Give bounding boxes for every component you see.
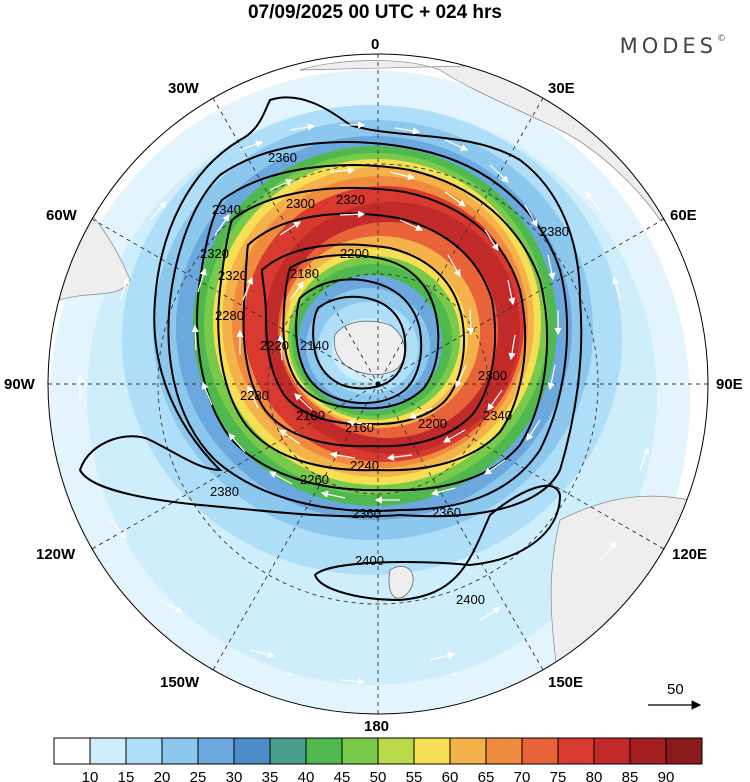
colorbar-swatch bbox=[665, 737, 703, 765]
colorbar-swatch bbox=[305, 737, 343, 765]
colorbar-tick-label: 85 bbox=[622, 769, 639, 782]
contour-label: 2360 bbox=[352, 506, 381, 521]
contour-2320 bbox=[217, 186, 527, 472]
lon-label-90e: 90E bbox=[716, 376, 743, 393]
colorbar-swatch bbox=[485, 737, 523, 765]
contour-label: 2380 bbox=[210, 484, 239, 499]
colorbar-swatch bbox=[449, 737, 487, 765]
colorbar-tick-label: 45 bbox=[334, 769, 351, 782]
contour-label: 2340 bbox=[483, 408, 512, 423]
colorbar-tick-label: 15 bbox=[118, 769, 135, 782]
colorbar-tick-label: 50 bbox=[370, 769, 387, 782]
contour-label: 2180 bbox=[296, 408, 325, 423]
contour-label: 2220 bbox=[260, 338, 289, 353]
contour-label: 2300 bbox=[286, 196, 315, 211]
colorbar-swatch bbox=[521, 737, 559, 765]
colorbar-tick-label: 30 bbox=[226, 769, 243, 782]
lon-label-120w: 120W bbox=[36, 546, 76, 563]
colorbar-swatch bbox=[557, 737, 595, 765]
contour-2160 bbox=[295, 278, 423, 405]
colorbar-swatch bbox=[413, 737, 451, 765]
brand-logo: MODES© bbox=[619, 34, 726, 58]
reference-vector-label: 50 bbox=[667, 681, 684, 698]
contour-label: 2200 bbox=[340, 246, 369, 261]
contour-label: 2320 bbox=[200, 246, 229, 261]
colorbar-tick-label: 55 bbox=[406, 769, 423, 782]
contour-label: 2340 bbox=[212, 202, 241, 217]
map-frame bbox=[47, 53, 709, 715]
contour-label: 2400 bbox=[355, 553, 384, 568]
colorbar-tick-label: 20 bbox=[154, 769, 171, 782]
contour-label: 2320 bbox=[218, 268, 247, 283]
colorbar-tick-label: 40 bbox=[298, 769, 315, 782]
colorbar-swatch bbox=[341, 737, 379, 765]
contour-2240 bbox=[260, 243, 465, 426]
colorbar-tick-label: 90 bbox=[658, 769, 675, 782]
colorbar-swatch bbox=[377, 737, 415, 765]
colorbar-swatch bbox=[593, 737, 631, 765]
colorbar-tick-label: 25 bbox=[190, 769, 207, 782]
contour-label: 2380 bbox=[540, 224, 569, 239]
colorbar-tick-label: 60 bbox=[442, 769, 459, 782]
contour-label: 2260 bbox=[300, 472, 329, 487]
colorbar-swatch bbox=[233, 737, 271, 765]
contour-2360 bbox=[167, 141, 568, 512]
colorbar-swatch bbox=[161, 737, 199, 765]
contour-label: 2320 bbox=[336, 192, 365, 207]
colorbar-tick-label: 75 bbox=[550, 769, 567, 782]
colorbar-swatch bbox=[53, 737, 91, 765]
lon-label-60e: 60E bbox=[670, 207, 697, 224]
contour-label: 2280 bbox=[240, 388, 269, 403]
colorbar-swatch bbox=[629, 737, 667, 765]
map-title: 07/09/2025 00 UTC + 024 hrs bbox=[247, 2, 503, 23]
colorbar-tick-label: 80 bbox=[586, 769, 603, 782]
wind-vectors bbox=[76, 121, 650, 686]
colorbar-swatch bbox=[269, 737, 307, 765]
landmass-islands bbox=[388, 565, 414, 599]
contour-2400-south bbox=[313, 484, 562, 602]
colorbar-swatch bbox=[125, 737, 163, 765]
contour-2140 bbox=[312, 295, 407, 390]
contour-label: 2360 bbox=[432, 505, 461, 520]
colorbar-swatch bbox=[89, 737, 127, 765]
contour-2380-outer bbox=[78, 96, 583, 518]
contour-label: 2160 bbox=[345, 420, 374, 435]
contour-label: 2240 bbox=[350, 458, 379, 473]
lon-label-90w: 90W bbox=[4, 376, 35, 393]
colorbar-tick-label: 35 bbox=[262, 769, 279, 782]
colorbar: 10 15 20 25 30 35 40 45 50 55 60 65 70 75 80 85 90 bbox=[53, 737, 703, 782]
contour-label: 2280 bbox=[215, 308, 244, 323]
contour-2280 bbox=[242, 212, 497, 448]
lon-label-60w: 60W bbox=[46, 207, 77, 224]
colorbar-tick-label: 10 bbox=[82, 769, 99, 782]
lon-label-120e: 120E bbox=[672, 546, 708, 563]
lon-label-30e: 30E bbox=[548, 80, 575, 97]
colorbar-swatch bbox=[197, 737, 235, 765]
contour-label: 2400 bbox=[456, 592, 485, 607]
contour-labels: 2360 2340 2320 2300 2320 2280 2200 2180 … bbox=[200, 150, 569, 607]
lon-label-150w: 150W bbox=[160, 674, 200, 691]
lon-label-30w: 30W bbox=[168, 80, 199, 97]
contour-label: 2180 bbox=[290, 266, 319, 281]
lon-label-180: 180 bbox=[364, 718, 390, 735]
contour-label: 2300 bbox=[478, 368, 507, 383]
contour-2200 bbox=[282, 254, 440, 410]
contour-label: 2360 bbox=[268, 150, 297, 165]
landmass-antarctica-tip bbox=[333, 320, 406, 375]
south-pole-dot bbox=[375, 381, 381, 387]
contour-label: 2200 bbox=[418, 416, 447, 431]
colorbar-tick-label: 70 bbox=[514, 769, 531, 782]
lon-label-0: 0 bbox=[371, 36, 380, 53]
colorbar-tick-label: 65 bbox=[478, 769, 495, 782]
contour-label: 2140 bbox=[300, 338, 329, 353]
lon-label-150e: 150E bbox=[548, 674, 584, 691]
